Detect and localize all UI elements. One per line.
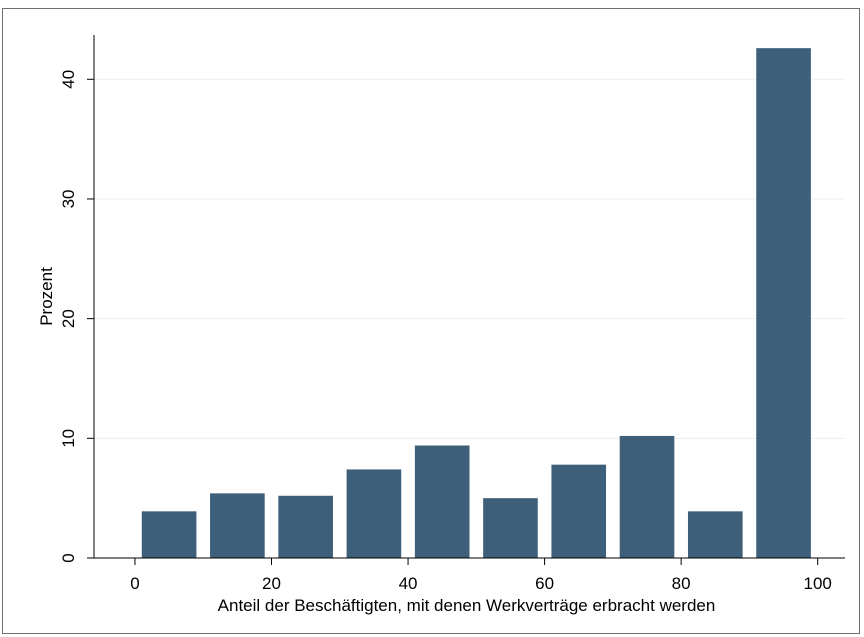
- y-axis-title: Prozent: [37, 267, 56, 326]
- bar: [551, 464, 607, 558]
- x-tick-label: 0: [130, 574, 139, 593]
- gridlines: [94, 78, 845, 439]
- x-tick-label: 20: [262, 574, 281, 593]
- x-tick-label: 60: [535, 574, 554, 593]
- y-tick-label: 40: [59, 70, 78, 89]
- y-tick-label: 10: [59, 429, 78, 448]
- axes: 0 10 20 30 40 0 20 40 60 80 100: [59, 35, 845, 593]
- bar: [756, 48, 811, 558]
- bar: [483, 498, 538, 558]
- x-axis-title: Anteil der Beschäftigten, mit denen Werk…: [218, 596, 716, 615]
- bar: [687, 511, 743, 558]
- bars: [141, 48, 811, 558]
- bar: [619, 435, 675, 558]
- bar: [210, 493, 265, 558]
- bar: [346, 469, 402, 558]
- x-tick-label: 80: [672, 574, 691, 593]
- y-tick-label: 0: [59, 553, 78, 562]
- y-tick-label: 30: [59, 190, 78, 209]
- x-tick-label: 100: [804, 574, 832, 593]
- bar: [414, 445, 470, 558]
- bar: [141, 511, 197, 558]
- x-tick-label: 40: [399, 574, 418, 593]
- bar: [278, 495, 333, 558]
- y-tick-label: 20: [59, 309, 78, 328]
